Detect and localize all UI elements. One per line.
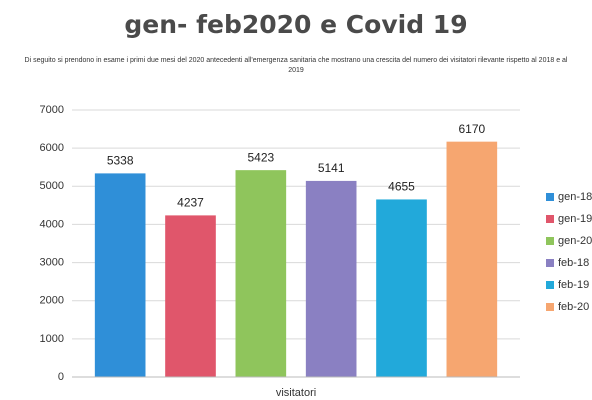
value-label: 5423 (247, 150, 274, 164)
bar (446, 141, 498, 377)
legend-label: gen-19 (558, 213, 592, 225)
bar (235, 170, 287, 377)
value-label: 4655 (388, 180, 415, 194)
bar (94, 173, 146, 377)
y-tick-label: 0 (58, 371, 64, 383)
legend-label: feb-18 (558, 257, 589, 269)
legend-label: feb-19 (558, 279, 589, 291)
y-tick-label: 4000 (40, 218, 64, 230)
chart-title: gen- feb2020 e Covid 19 (124, 10, 468, 39)
legend-swatch (546, 237, 554, 245)
legend-label: feb-20 (558, 301, 589, 313)
y-tick-label: 5000 (40, 180, 64, 192)
legend-label: gen-18 (558, 191, 592, 203)
y-tick-label: 3000 (40, 256, 64, 268)
y-tick-label: 6000 (40, 142, 64, 154)
y-tick-label: 2000 (40, 295, 64, 307)
legend-swatch (546, 259, 554, 267)
value-label: 6170 (458, 122, 485, 136)
bar (376, 199, 427, 377)
value-label: 4237 (177, 196, 204, 210)
y-tick-label: 7000 (40, 104, 64, 116)
chart-subtitle: Di seguito si prendono in esame i primi … (24, 57, 568, 74)
legend-label: gen-20 (558, 235, 592, 247)
legend-swatch (546, 303, 554, 311)
value-label: 5338 (107, 154, 134, 168)
bar (165, 215, 216, 377)
value-label: 5141 (318, 161, 345, 175)
bar (305, 180, 357, 377)
x-tick-label: visitatori (276, 387, 316, 399)
legend-swatch (546, 193, 554, 201)
y-tick-label: 1000 (40, 333, 64, 345)
legend-swatch (546, 281, 554, 289)
legend-swatch (546, 215, 554, 223)
